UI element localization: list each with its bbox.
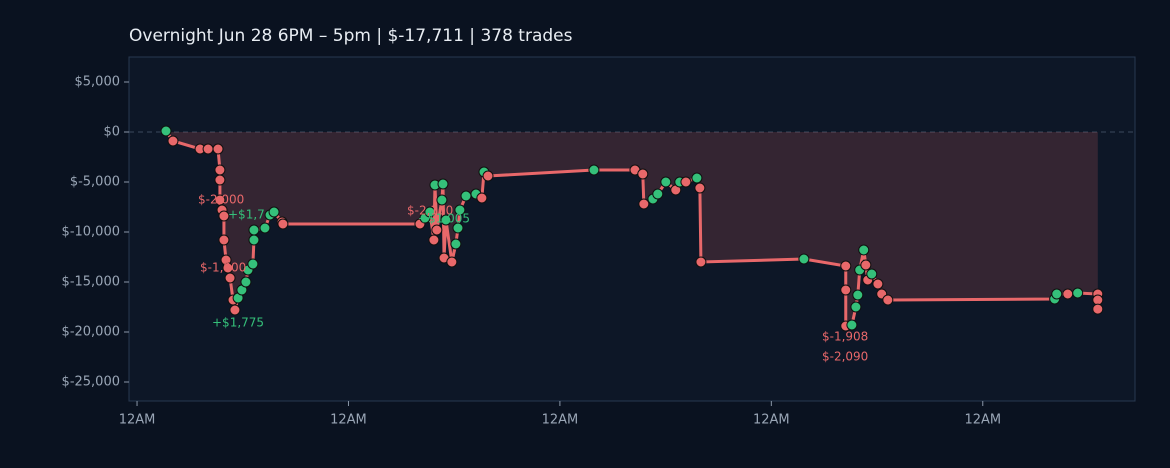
trade-marker (840, 260, 852, 272)
trade-marker (637, 168, 649, 180)
y-tick-label: $0 (103, 125, 120, 140)
trade-marker (695, 256, 707, 268)
trade-marker (446, 256, 458, 268)
trade-marker (452, 222, 464, 234)
trade-marker (214, 174, 226, 186)
y-tick-label: $-20,000 (62, 325, 120, 340)
trade-marker (428, 234, 440, 246)
trade-marker (440, 214, 452, 226)
x-tick-label: 12AM (542, 413, 579, 428)
annotation: $-2,090 (822, 350, 868, 364)
trade-marker (224, 272, 236, 284)
trade-marker (638, 198, 650, 210)
trade-marker (450, 238, 462, 250)
trade-marker (436, 194, 448, 206)
drawdown-area (166, 131, 1098, 326)
trade-marker (437, 178, 449, 190)
trade-marker (866, 268, 878, 280)
trade-marker (476, 192, 488, 204)
annotation: +$1,775 (212, 316, 264, 330)
trade-marker (1062, 288, 1074, 300)
y-tick-label: $-25,000 (62, 375, 120, 390)
annotation: $-2,100 (407, 204, 453, 218)
trade-marker (860, 259, 872, 271)
trade-marker (840, 284, 852, 296)
x-tick-label: 12AM (964, 413, 1001, 428)
chart-title: Overnight Jun 28 6PM – 5pm | $-17,711 | … (129, 26, 573, 46)
trade-marker (218, 210, 230, 222)
trade-marker (268, 206, 280, 218)
trade-marker (212, 143, 224, 155)
trade-marker (882, 294, 894, 306)
trade-marker (1092, 303, 1104, 315)
trade-marker (588, 164, 600, 176)
trade-marker (247, 258, 259, 270)
trade-marker (872, 278, 884, 290)
y-tick-label: $-15,000 (62, 275, 120, 290)
trade-marker (846, 319, 858, 331)
trade-marker (214, 164, 226, 176)
trade-marker (850, 301, 862, 313)
annotation: $-1,908 (822, 330, 868, 344)
y-tick-label: $-10,000 (62, 225, 120, 240)
trade-marker (1051, 288, 1063, 300)
trade-marker (694, 182, 706, 194)
annotation: $-2,000 (198, 193, 244, 207)
trade-marker (248, 224, 260, 236)
trade-marker (680, 176, 692, 188)
trade-marker (160, 125, 172, 137)
pnl-line (164, 130, 1100, 328)
trade-marker (259, 222, 271, 234)
trade-marker (218, 234, 230, 246)
trade-marker (431, 224, 443, 236)
trade-marker (482, 170, 494, 182)
trade-marker (852, 289, 864, 301)
trade-marker (277, 218, 289, 230)
trade-marker (248, 234, 260, 246)
trade-marker (454, 204, 466, 216)
trade-marker (240, 276, 252, 288)
x-tick-label: 12AM (119, 413, 156, 428)
y-tick-label: $-5,000 (70, 175, 120, 190)
annotation: $-1,900 (200, 261, 246, 275)
annotation: +$1,005 (418, 212, 470, 226)
trade-marker (424, 206, 436, 218)
trade-marker (652, 188, 664, 200)
annotation: +$1,7 (228, 208, 265, 222)
trade-marker (691, 172, 703, 184)
trade-marker (660, 176, 672, 188)
trade-marker (798, 253, 810, 265)
trade-marker (460, 190, 472, 202)
trade-marker (229, 304, 241, 316)
x-tick-label: 12AM (330, 413, 367, 428)
trade-marker (858, 244, 870, 256)
trade-marker (1072, 287, 1084, 299)
trade-marker (167, 135, 179, 147)
plot-area (128, 56, 1136, 402)
x-tick-label: 12AM (753, 413, 790, 428)
y-tick-label: $5,000 (75, 75, 121, 90)
trade-marker (1092, 294, 1104, 306)
trade-marker (202, 143, 214, 155)
